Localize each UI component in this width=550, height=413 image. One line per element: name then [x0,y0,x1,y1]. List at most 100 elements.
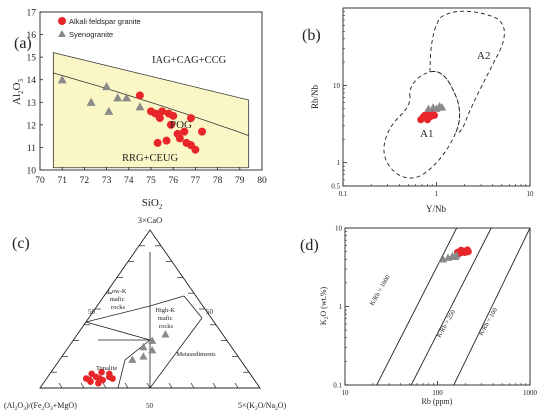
panel-b: 0.1 1 10 0.5 1 10 A2 A1 Y/Nb Rb/Nb [310,7,535,214]
syenogranite-point [148,336,157,344]
field-label-highk: High-K mafic rocks [155,307,176,330]
edge-tick-label-left: 50 [88,308,96,316]
panel-d: 10 100 1000 0.1 1 10 K/Rb = 1000 K/Rb = 250 K… [319,225,538,407]
legend-syeno-label: Syenogranite [69,30,113,39]
panel-d-points [439,246,472,263]
syenogranite-point [148,345,157,354]
panel-c: 3×CaO (Al2O3)/(Fe2O3+MgO) 5×(K2O/Na2O) 5… [4,215,287,412]
x-tick-label-a: 79 [235,176,245,186]
x-tick-label-b: 10 [527,190,535,198]
granite-point [106,370,113,378]
y-tick-label-a: 11 [27,144,36,154]
field-label-tonalite: Tonalite [96,365,117,372]
granite-point [423,116,432,124]
apex-top-label: 3×CaO [138,215,163,225]
syenogranite-point [135,102,145,111]
panel-label-d: (d) [300,237,319,254]
panel-b-frame [342,7,531,187]
panel-a-ticks: 70 71 72 73 74 75 76 77 78 79 80 10 11 12 13 14 15 16 17 [27,9,268,187]
y-tick-label-a: 10 [27,167,37,177]
y-tick-label-b: 10 [333,82,341,90]
line-label-kr250: K/Rb = 250 [436,309,457,339]
panel-b-points [417,101,447,124]
granite-point [95,379,102,387]
x-tick-label-a: 80 [257,176,267,186]
y-axis-label-d: K2O (wt.%) [319,287,330,326]
granite-point [180,127,189,136]
panel-label-c: (c) [12,235,30,252]
x-tick-label-a: 75 [146,176,156,186]
ternary-field-lines [85,252,203,389]
x-tick-label-b: 1 [435,190,439,198]
apex-left-label: (Al2O3)/(Fe2O3+MgO) [4,401,77,412]
granite-point [109,375,116,382]
x-tick-label-a: 76 [168,176,178,186]
edge-tick-label-right: 50 [206,308,214,316]
panel-b-ticks: 0.1 1 10 0.5 1 10 [331,11,535,198]
y-tick-label-d: 10 [335,225,343,233]
panel-label-a: (a) [14,35,32,52]
granite-point [135,91,144,100]
granite-point [198,127,207,136]
kr-line-2 [453,227,531,386]
syenogranite-point [161,330,170,338]
granite-point [155,114,164,123]
kr-line-0 [376,227,458,386]
x-axis-label-d: Rb (ppm) [422,397,453,406]
x-axis-label-b: Y/Nb [426,204,446,214]
apex-right-label: 5×(K2O/Na2O) [238,401,287,412]
kr-ratio-lines [376,227,531,386]
y-tick-label-a: 14 [27,76,37,86]
granite-point [430,111,439,119]
panel-label-b: (b) [302,27,321,44]
line-label-kr1000: K/Rb = 1000 [369,274,392,307]
x-tick-label-a: 73 [102,176,112,186]
granite-point [191,145,200,154]
granite-point [88,370,95,378]
granite-point [169,111,178,120]
syenogranite-point [113,93,123,102]
syenogranite-point [452,251,461,259]
x-tick-label-a: 74 [124,176,134,186]
y-tick-label-a: 15 [27,54,37,64]
y-tick-label-a: 17 [27,9,37,19]
y-tick-label-a: 16 [27,31,37,41]
granite-point [87,378,94,385]
y-axis-label-a: Al2O3 [11,79,25,105]
panel-d-ticks: 10 100 1000 0.1 1 10 [333,225,537,398]
field-label-lowk: Low-K mafic rocks [108,288,128,311]
legend-granite-label: Alkali feldspar granite [69,17,141,26]
syenogranite-point [438,103,447,111]
syenogranite-point [104,106,114,115]
field-label-metasediments: Metasediments [176,351,216,358]
panel-a: 70 71 72 73 74 75 76 77 78 79 80 10 11 12 13 14 15 16 17 A… [11,9,267,212]
granite-point [175,134,184,143]
field-label-lower: RRG+CEUG [122,153,179,164]
syenogranite-point [86,97,96,106]
granite-point [162,136,171,145]
syenogranite-point [122,93,132,102]
field-label-pog: POG [170,119,192,131]
y-tick-label-d: 0.1 [333,382,342,390]
x-tick-label-a: 77 [191,176,201,186]
field-label-upper: IAG+CAG+CCG [152,55,227,66]
a1-field-boundary [383,70,461,179]
y-tick-label-a: 12 [27,121,37,131]
x-tick-label-a: 70 [35,176,45,186]
y-tick-label-d: 1 [339,303,343,311]
granite-point [186,114,195,123]
x-axis-label-a: SiO2 [142,197,163,211]
x-tick-label-a: 78 [213,176,223,186]
pog-boundary-curve [53,72,249,136]
x-tick-label-d: 100 [432,389,443,397]
legend-granite-marker [58,17,66,25]
x-tick-label-a: 71 [57,176,67,186]
syenogranite-point [128,355,137,363]
ternary-points [82,330,170,387]
field-label-a2: A2 [477,50,490,62]
y-tick-label-b: 1 [337,159,341,167]
x-tick-label-d: 1000 [523,389,538,397]
x-tick-label-a: 72 [80,176,90,186]
y-axis-label-b: Rb/Nb [310,85,320,110]
